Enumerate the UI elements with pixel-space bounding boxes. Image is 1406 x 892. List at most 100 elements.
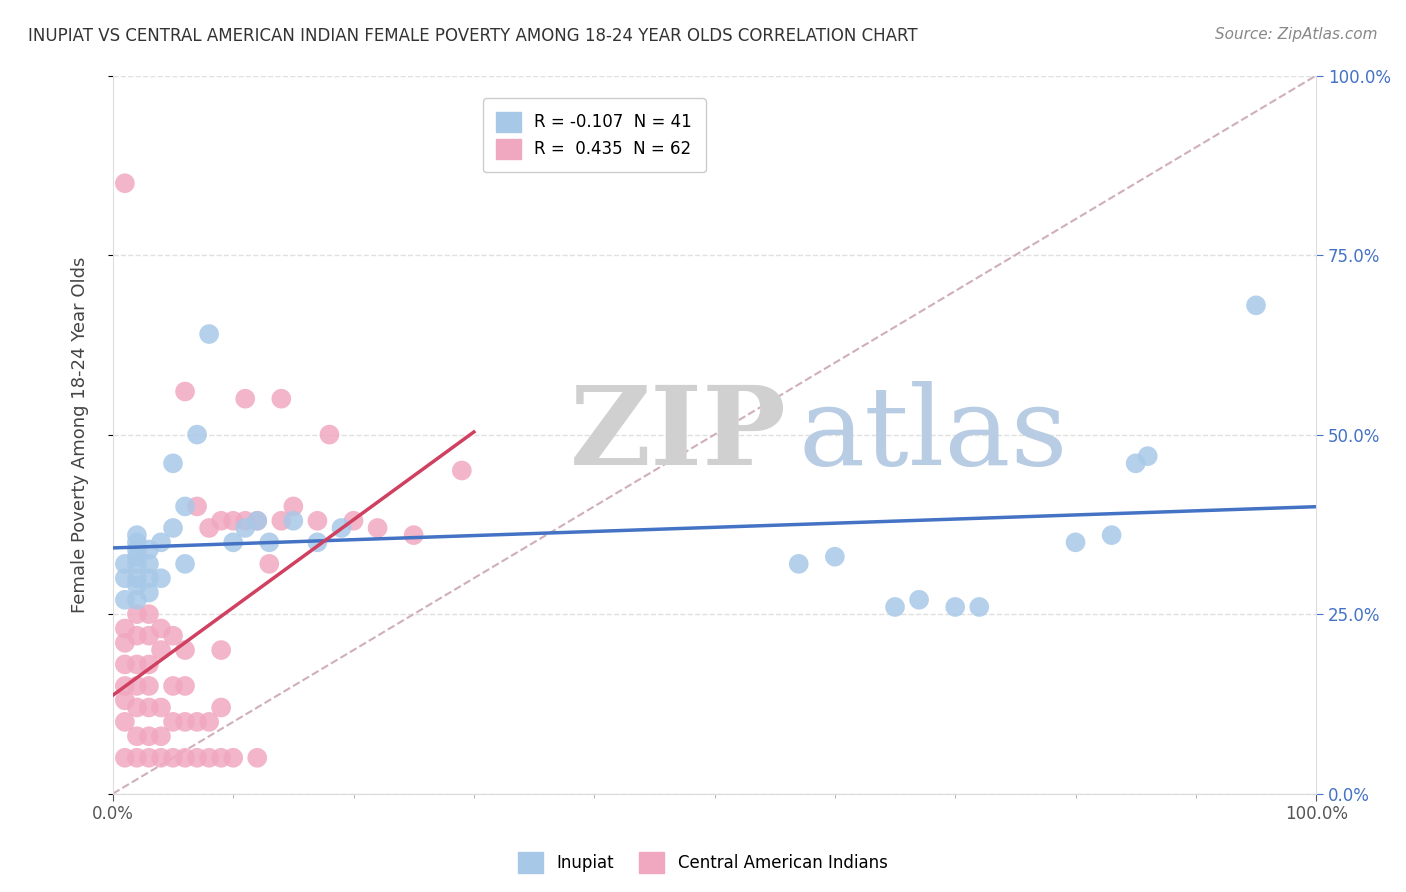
- Point: [114, 693, 136, 707]
- Point: [162, 679, 184, 693]
- Point: [125, 607, 148, 621]
- Point: [149, 751, 172, 765]
- Point: [162, 629, 184, 643]
- Point: [824, 549, 846, 564]
- Point: [125, 528, 148, 542]
- Point: [125, 578, 148, 592]
- Point: [270, 514, 292, 528]
- Point: [342, 514, 364, 528]
- Point: [149, 622, 172, 636]
- Point: [138, 585, 160, 599]
- Point: [125, 549, 148, 564]
- Point: [246, 514, 269, 528]
- Point: [138, 542, 160, 557]
- Text: INUPIAT VS CENTRAL AMERICAN INDIAN FEMALE POVERTY AMONG 18-24 YEAR OLDS CORRELAT: INUPIAT VS CENTRAL AMERICAN INDIAN FEMAL…: [28, 27, 918, 45]
- Point: [114, 657, 136, 672]
- Point: [222, 751, 245, 765]
- Point: [222, 514, 245, 528]
- Point: [967, 599, 990, 614]
- Point: [114, 622, 136, 636]
- Point: [198, 521, 221, 535]
- Point: [246, 751, 269, 765]
- Point: [174, 384, 197, 399]
- Point: [138, 571, 160, 585]
- Point: [233, 521, 256, 535]
- Point: [318, 427, 340, 442]
- Point: [787, 557, 810, 571]
- Point: [138, 729, 160, 743]
- Point: [138, 751, 160, 765]
- Point: [125, 592, 148, 607]
- Point: [125, 657, 148, 672]
- Point: [174, 714, 197, 729]
- Text: ZIP: ZIP: [569, 381, 787, 488]
- Point: [1101, 528, 1123, 542]
- Point: [125, 571, 148, 585]
- Point: [114, 679, 136, 693]
- Point: [307, 535, 329, 549]
- Text: atlas: atlas: [799, 381, 1069, 488]
- Point: [209, 643, 232, 657]
- Point: [138, 657, 160, 672]
- Point: [186, 714, 208, 729]
- Point: [1064, 535, 1087, 549]
- Point: [125, 679, 148, 693]
- Point: [1125, 456, 1147, 470]
- Point: [114, 714, 136, 729]
- Point: [186, 500, 208, 514]
- Point: [174, 557, 197, 571]
- Point: [125, 535, 148, 549]
- Point: [270, 392, 292, 406]
- Point: [114, 636, 136, 650]
- Point: [125, 700, 148, 714]
- Point: [125, 542, 148, 557]
- Point: [174, 679, 197, 693]
- Point: [114, 176, 136, 190]
- Point: [138, 629, 160, 643]
- Point: [138, 700, 160, 714]
- Point: [1136, 449, 1159, 463]
- Point: [125, 557, 148, 571]
- Point: [283, 514, 305, 528]
- Point: [209, 514, 232, 528]
- Point: [884, 599, 907, 614]
- Point: [209, 751, 232, 765]
- Point: [174, 751, 197, 765]
- Point: [174, 643, 197, 657]
- Point: [149, 643, 172, 657]
- Point: [246, 514, 269, 528]
- Point: [233, 392, 256, 406]
- Point: [283, 500, 305, 514]
- Point: [1244, 298, 1267, 312]
- Point: [149, 700, 172, 714]
- Point: [162, 714, 184, 729]
- Legend: Inupiat, Central American Indians: Inupiat, Central American Indians: [512, 846, 894, 880]
- Point: [125, 729, 148, 743]
- Point: [162, 751, 184, 765]
- Point: [138, 557, 160, 571]
- Point: [259, 535, 281, 549]
- Legend: R = -0.107  N = 41, R =  0.435  N = 62: R = -0.107 N = 41, R = 0.435 N = 62: [482, 98, 706, 172]
- Point: [307, 514, 329, 528]
- Point: [198, 751, 221, 765]
- Point: [330, 521, 353, 535]
- Point: [114, 557, 136, 571]
- Point: [198, 327, 221, 342]
- Point: [174, 500, 197, 514]
- Point: [908, 592, 931, 607]
- Point: [114, 592, 136, 607]
- Point: [149, 729, 172, 743]
- Point: [114, 751, 136, 765]
- Point: [209, 700, 232, 714]
- Point: [943, 599, 966, 614]
- Point: [198, 714, 221, 729]
- Text: Source: ZipAtlas.com: Source: ZipAtlas.com: [1215, 27, 1378, 42]
- Point: [125, 629, 148, 643]
- Point: [402, 528, 425, 542]
- Point: [186, 751, 208, 765]
- Point: [186, 427, 208, 442]
- Point: [149, 571, 172, 585]
- Point: [125, 751, 148, 765]
- Point: [367, 521, 389, 535]
- Point: [259, 557, 281, 571]
